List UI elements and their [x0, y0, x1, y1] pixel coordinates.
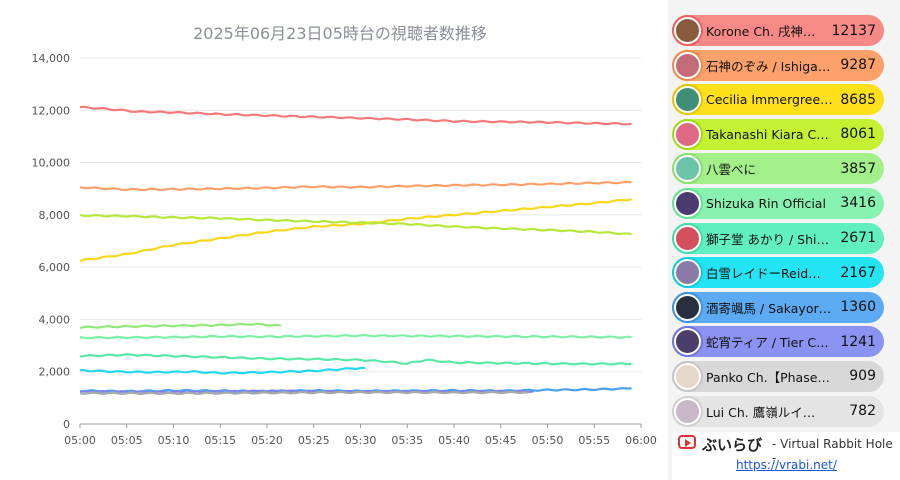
y-tick-label: 14,000 — [32, 52, 71, 65]
viewer-count: 909 — [849, 368, 876, 385]
x-tick-label: 05:10 — [158, 434, 190, 447]
site-link[interactable]: https://vrabi.net/ — [736, 458, 837, 472]
x-tick-label: 06:00 — [625, 434, 657, 447]
ranking-item[interactable]: Cecilia Immergree… 8685 — [672, 84, 884, 116]
y-tick-label: 6,000 — [39, 261, 71, 274]
x-tick-label: 05:50 — [532, 434, 564, 447]
series-line — [79, 366, 366, 375]
brand-name: ぶいらび — [702, 436, 763, 454]
avatar — [674, 328, 701, 356]
y-tick-label: 0 — [63, 418, 70, 431]
avatar — [674, 189, 701, 217]
channel-name: Shizuka Rin Official — [706, 195, 826, 211]
video-play-icon — [678, 435, 696, 449]
series-line — [79, 334, 632, 340]
channel-name: 獅子堂 あかり / Shi… — [706, 231, 829, 247]
channel-name: 八雲べに — [706, 162, 757, 178]
avatar — [674, 293, 701, 321]
x-tick-label: 05:00 — [64, 434, 96, 447]
x-tick-label: 05:35 — [391, 434, 423, 447]
viewer-count: 12137 — [831, 22, 876, 39]
channel-name: 酒寄颯馬 / Sakayor… — [706, 300, 832, 316]
x-tick-label: 05:15 — [204, 434, 236, 447]
ranking-item[interactable]: 酒寄颯馬 / Sakayor… 1360 — [672, 291, 884, 323]
chart-panel: 2025年06月23日05時台の視聴者数推移 0 2,000 4,000 6,000 8… — [0, 0, 668, 480]
y-tick-label: 2,000 — [39, 366, 71, 379]
x-tick-label: 05:05 — [111, 434, 143, 447]
series-line — [79, 213, 632, 236]
series-line — [79, 389, 534, 394]
ranking-item[interactable]: 石神のぞみ / Ishiga… 9287 — [672, 49, 884, 81]
viewer-count: 3857 — [840, 160, 876, 177]
ranking-item[interactable]: Korone Ch. 戌神… 12137 — [672, 15, 884, 46]
x-tick-label: 05:40 — [438, 434, 470, 447]
ranking-item[interactable]: Takanashi Kiara C… 8061 — [672, 118, 884, 150]
viewer-count: 9287 — [840, 57, 876, 74]
viewer-count: 3416 — [840, 195, 876, 212]
viewer-count: 8061 — [840, 126, 876, 143]
series-line — [80, 387, 632, 393]
avatar — [674, 259, 701, 287]
channel-name: Lui Ch. 鷹嶺ルイ… — [706, 404, 816, 420]
series-line — [79, 198, 632, 263]
ranking-item[interactable]: 獅子堂 あかり / Shi… 2671 — [672, 222, 884, 254]
x-tick-label: 05:20 — [251, 434, 283, 447]
x-tick-label: 05:55 — [578, 434, 610, 447]
brand-tagline: - Virtual Rabbit Hole - — [772, 437, 893, 465]
y-tick-label: 4,000 — [39, 313, 71, 326]
series-line — [79, 180, 632, 192]
viewer-count: 2671 — [840, 230, 876, 247]
ranking-item[interactable]: 蛇宵ティア / Tier C… 1241 — [672, 326, 884, 358]
channel-name: 石神のぞみ / Ishiga… — [706, 58, 831, 74]
channel-name: Takanashi Kiara C… — [706, 126, 829, 142]
ranking-item[interactable]: Shizuka Rin Official 3416 — [672, 187, 884, 219]
viewer-count: 1360 — [840, 299, 876, 316]
viewer-count: 1241 — [840, 333, 876, 350]
series-line — [79, 322, 282, 329]
x-tick-label: 05:45 — [485, 434, 517, 447]
channel-name: Korone Ch. 戌神… — [706, 24, 816, 39]
avatar — [674, 51, 701, 79]
ranking-item[interactable]: 八雲べに 3857 — [672, 153, 884, 185]
viewer-count: 2167 — [840, 264, 876, 281]
viewer-count: 8685 — [840, 91, 876, 108]
y-tick-label: 12,000 — [32, 104, 71, 117]
ranking-item[interactable]: Lui Ch. 鷹嶺ルイ… 782 — [672, 395, 884, 427]
avatar — [674, 155, 701, 183]
avatar — [674, 362, 701, 390]
channel-name: 蛇宵ティア / Tier C… — [706, 335, 829, 351]
x-tick-label: 05:30 — [345, 434, 377, 447]
chart-title: 2025年06月23日05時台の視聴者数推移 — [193, 24, 487, 43]
channel-name: Panko Ch.【Phase… — [706, 369, 830, 385]
channel-name: 白雪レイドーReid… — [706, 266, 821, 282]
series-line — [79, 390, 529, 396]
line-chart: 0 2,000 4,000 6,000 8,000 10,000 12,000 14,000 0… — [32, 52, 657, 447]
series-line — [79, 353, 632, 366]
y-tick-label: 8,000 — [39, 209, 71, 222]
ranking-item[interactable]: 白雪レイドーReid… 2167 — [672, 257, 884, 289]
viewer-ranking-list: Korone Ch. 戌神… 12137 石神のぞみ / Ishiga… 9287 Ce… — [672, 15, 884, 440]
series-line — [79, 105, 632, 126]
y-tick-label: 10,000 — [32, 157, 71, 170]
avatar — [674, 397, 701, 425]
viewer-count: 782 — [849, 403, 876, 420]
site-footer: ぶいらび - Virtual Rabbit Hole - https://vra… — [672, 432, 900, 480]
ranking-item[interactable]: Panko Ch.【Phase… 909 — [672, 360, 884, 392]
avatar — [674, 86, 701, 114]
avatar — [674, 120, 701, 148]
channel-name: Cecilia Immergree… — [706, 92, 833, 108]
avatar — [674, 17, 701, 44]
x-tick-label: 05:25 — [298, 434, 330, 447]
avatar — [674, 224, 701, 252]
